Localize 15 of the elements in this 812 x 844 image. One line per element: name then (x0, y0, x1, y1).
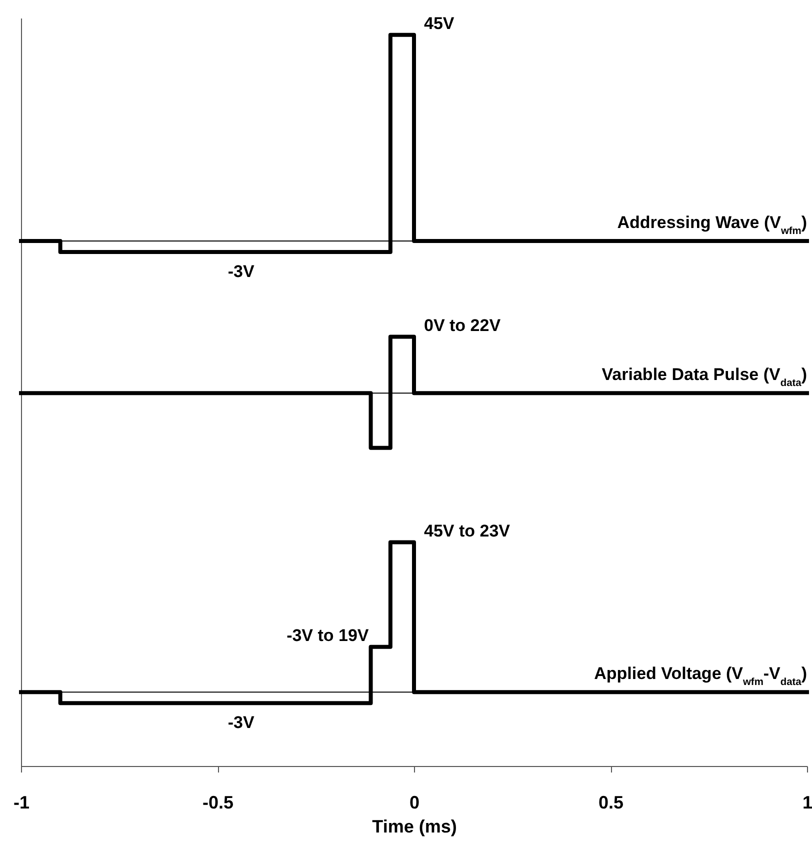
x-axis-title: Time (ms) (372, 816, 457, 836)
annotation: -3V (228, 713, 255, 732)
annotation: -3V to 19V (286, 626, 370, 645)
x-tick-label: -0.5 (202, 792, 234, 812)
x-tick-label: 0 (409, 792, 420, 812)
series-label: Variable Data Pulse (V$_{data}$) (602, 365, 807, 389)
x-tick-label: 1 (802, 792, 812, 812)
annotation: 0V to 22V (424, 316, 502, 335)
series-label: Addressing Wave (V$_{wfm}$) (617, 213, 807, 237)
series-label: Applied Voltage (V$_{wfm}$-V$_{data}$) (594, 664, 807, 688)
annotation: 45V to 23V (424, 521, 511, 540)
x-tick-label: 0.5 (598, 792, 624, 812)
annotation: -3V (228, 262, 255, 281)
x-tick-label: -1 (13, 792, 30, 812)
annotation: 45V (424, 14, 455, 33)
